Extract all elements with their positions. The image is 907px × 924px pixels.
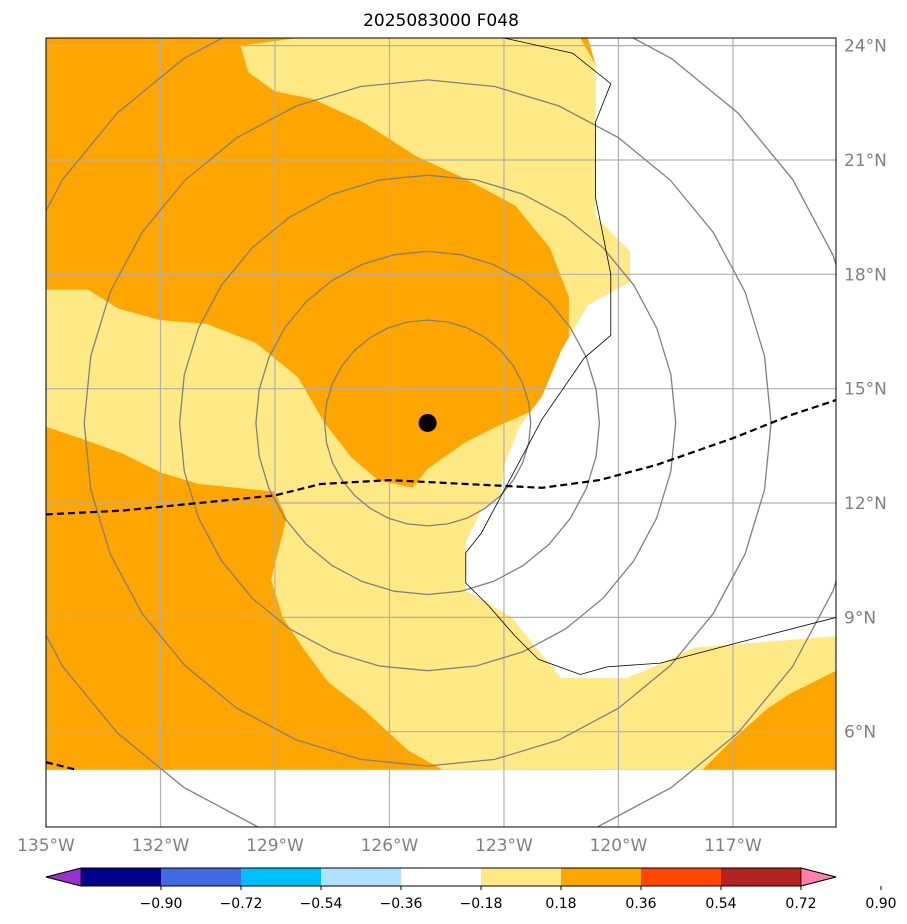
colorbar-segment	[561, 868, 642, 886]
colorbar-segment	[641, 868, 722, 886]
colorbar-extend-low	[45, 867, 82, 887]
lon-tick-label: 123°W	[475, 836, 533, 856]
lon-tick-label: 120°W	[590, 836, 648, 856]
field-yellow	[46, 38, 836, 770]
lat-tick-labels: 24°N 21°N 18°N 15°N 12°N 9°N 6°N	[844, 37, 887, 743]
colorbar-segment	[481, 868, 562, 886]
track-line-southwest	[46, 761, 77, 771]
storm-center-marker	[418, 413, 437, 432]
lon-tick-label: 126°W	[361, 836, 419, 856]
colorbar-outline	[45, 867, 837, 887]
lat-tick-label: 18°N	[844, 265, 887, 285]
lon-tick-label: 117°W	[704, 836, 762, 856]
colorbar-tick-label: −0.90	[140, 896, 183, 912]
colorbar-segment	[721, 868, 802, 886]
range-ring	[46, 38, 836, 827]
colorbar-tick-label: 0.36	[625, 896, 656, 912]
coastline	[465, 38, 836, 675]
range-ring	[255, 250, 601, 596]
colorbar-tick-label: 0.72	[785, 896, 816, 912]
lon-tick-label: 135°W	[17, 836, 75, 856]
colorbar-extend-high	[800, 867, 837, 887]
lon-tick-label: 129°W	[246, 836, 304, 856]
lat-tick-label: 12°N	[844, 494, 887, 514]
colorbar-tick-label: 0.18	[545, 896, 576, 912]
lat-tick-label: 6°N	[844, 723, 876, 743]
map-frame	[45, 37, 837, 828]
colorbar-segment	[321, 868, 402, 886]
track-line	[46, 399, 836, 516]
chart-title: 2025083000 F048	[363, 11, 519, 31]
colorbar-tick-label: −0.18	[460, 896, 503, 912]
colorbar-segment	[161, 868, 242, 886]
lat-tick-label: 24°N	[844, 37, 887, 57]
colorbar-segment	[241, 868, 322, 886]
map-plot-area	[46, 38, 836, 827]
colorbar-tick-label: 0.54	[705, 896, 736, 912]
map-axes	[45, 37, 837, 828]
field-orange-southeast	[702, 670, 836, 770]
colorbar-tick-label: −0.36	[380, 896, 423, 912]
lat-tick-label: 9°N	[844, 608, 876, 628]
range-ring	[83, 79, 772, 767]
lat-tick-label: 21°N	[844, 151, 887, 171]
colorbar: −0.90 −0.72 −0.54 −0.36 −0.18 0.18 0.36 0.54 0.7…	[45, 867, 897, 912]
lon-tick-labels: 135°W 132°W 129°W 126°W 123°W 120°W 117°W	[17, 836, 762, 856]
colorbar-tick-label: 0.90	[865, 896, 896, 912]
range-ring	[323, 319, 532, 527]
range-ring	[178, 174, 677, 672]
colorbar-tick-label: −0.72	[220, 896, 263, 912]
lon-tick-label: 132°W	[132, 836, 190, 856]
field-white	[465, 38, 836, 679]
colorbar-segment	[401, 868, 482, 886]
lat-tick-label: 15°N	[844, 380, 887, 400]
colorbar-tick-label: −0.54	[300, 896, 343, 912]
colorbar-segment	[81, 868, 162, 886]
